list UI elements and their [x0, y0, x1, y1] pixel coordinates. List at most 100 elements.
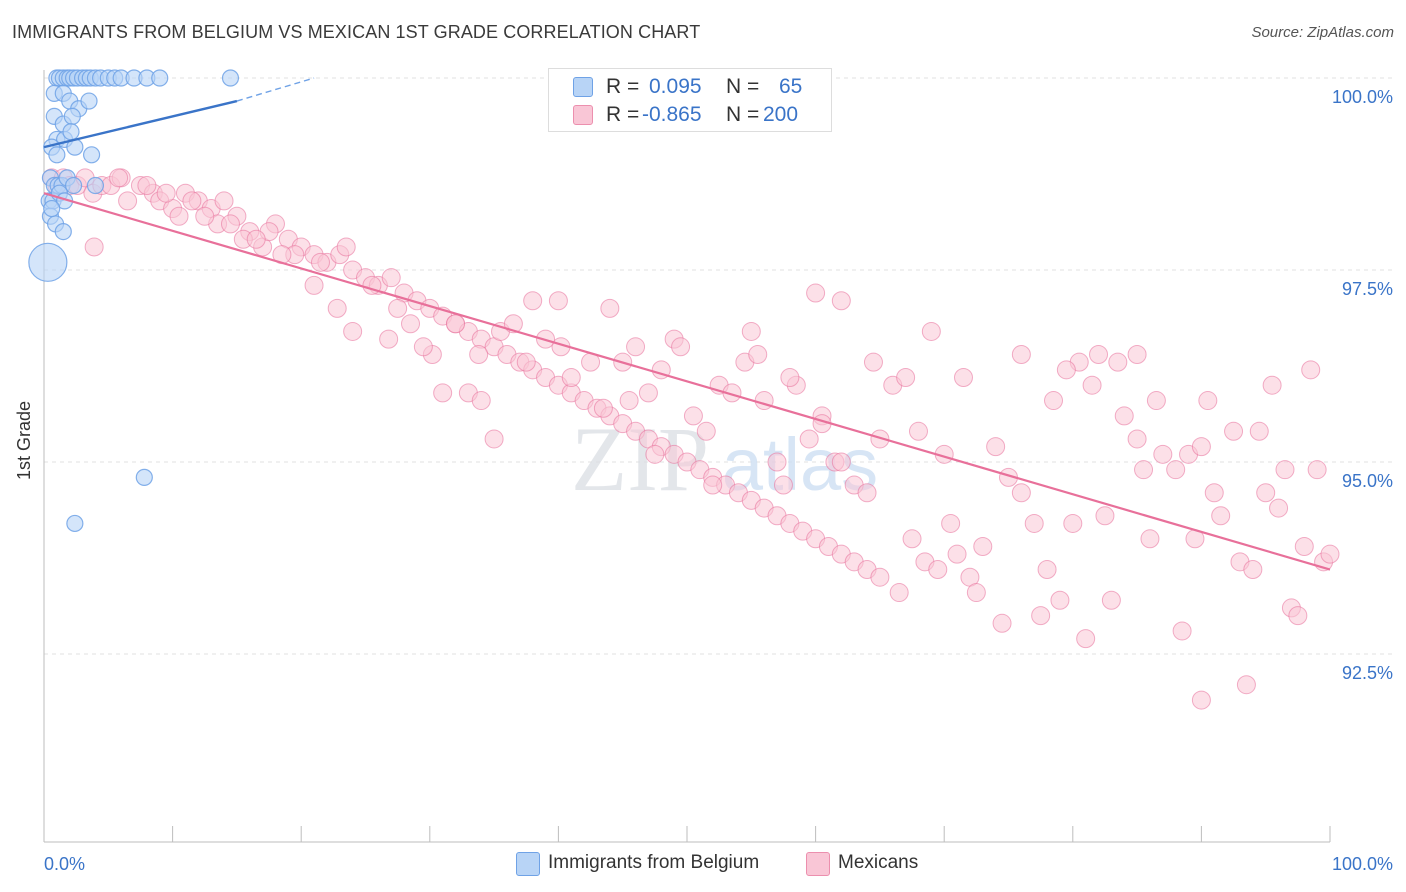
source-label: Source: ZipAtlas.com [1251, 24, 1394, 41]
mexicans-point [857, 483, 877, 503]
mexicans-point [1127, 429, 1147, 449]
belgium-point [80, 92, 98, 110]
legend-row-mexicans: R = -0.865 N = 200 [549, 100, 831, 130]
mexicans-point [1262, 375, 1282, 395]
mexicans-point [799, 429, 819, 449]
mexicans-point [1076, 629, 1096, 649]
y-tick-label: 97.5% [1342, 279, 1393, 299]
legend-swatch-belgium [573, 77, 593, 97]
trend-lines [43, 77, 1331, 571]
bottom-label-belgium: Immigrants from Belgium [548, 852, 760, 873]
mexicans-point [703, 475, 723, 495]
mexicans-point [388, 298, 408, 318]
mexicans-point [471, 391, 491, 411]
mexicans-point [626, 337, 646, 357]
y-tick-label: 92.5% [1342, 663, 1393, 683]
mexicans-point [1191, 690, 1211, 710]
mexicans-point [1108, 352, 1128, 372]
mexicans-point [1166, 460, 1186, 480]
mexicans-point [1146, 391, 1166, 411]
mexicans-point [343, 321, 363, 341]
mexicans-point [992, 613, 1012, 633]
mexicans-point [1153, 444, 1173, 464]
mexicans-point [638, 383, 658, 403]
mexicans-point [118, 191, 138, 211]
mexicans-point [516, 352, 536, 372]
mexicans-point [214, 191, 234, 211]
mexicans-point [619, 391, 639, 411]
mexicans-point [561, 368, 581, 388]
mexicans-point [1301, 360, 1321, 380]
mexicans-series [42, 168, 1340, 710]
mexicans-point [523, 291, 543, 311]
mexicans-point [1127, 344, 1147, 364]
mexicans-point [195, 206, 215, 226]
legend-swatch-mexicans [573, 105, 593, 125]
mexicans-point [1249, 421, 1269, 441]
mexicans-point [741, 321, 761, 341]
mexicans-point [870, 429, 890, 449]
mexicans-point [1101, 590, 1121, 610]
mexicans-point [1294, 536, 1314, 556]
y-tick-label: 100.0% [1332, 87, 1393, 107]
legend-n-label: N = [726, 103, 760, 126]
mexicans-point [831, 452, 851, 472]
mexicans-point [902, 529, 922, 549]
belgium-point [151, 69, 169, 87]
belgium-point [66, 514, 84, 533]
mexicans-point [953, 368, 973, 388]
mexicans-point [671, 337, 691, 357]
legend-r-label: R = [606, 75, 640, 98]
legend-r-value: -0.865 [642, 103, 702, 126]
mexicans-point [773, 475, 793, 495]
mexicans-point [156, 183, 176, 203]
mexicans-point [1191, 437, 1211, 457]
legend-r-label: R = [606, 103, 640, 126]
mexicans-point [1063, 513, 1083, 533]
mexicans-point [645, 444, 665, 464]
legend-n-value: 65 [779, 75, 803, 98]
mexicans-point [1275, 460, 1295, 480]
mexicans-point [401, 314, 421, 334]
mexicans-point [169, 206, 189, 226]
mexicans-point [548, 291, 568, 311]
mexicans-point [327, 298, 347, 318]
mexicans-point [433, 383, 453, 403]
mexicans-point [921, 321, 941, 341]
mexicans-point [381, 268, 401, 288]
belgium-point [135, 468, 153, 486]
mexicans-point [600, 298, 620, 318]
mexicans-point [780, 368, 800, 388]
legend-r-value: 0.095 [649, 75, 702, 98]
mexicans-point [870, 567, 890, 587]
mexicans-point [446, 314, 466, 334]
mexicans-point [304, 275, 324, 295]
mexicans-point [947, 544, 967, 564]
mexicans-point [1288, 606, 1308, 626]
mexicans-point [1024, 513, 1044, 533]
mexicans-point [1011, 483, 1031, 503]
mexicans-point [1031, 606, 1051, 626]
belgium-point [48, 146, 66, 164]
mexicans-point [908, 421, 928, 441]
belgium-point [63, 107, 81, 126]
mexicans-point [336, 237, 356, 257]
y-tick-label: 95.0% [1342, 471, 1393, 491]
mexicans-point [831, 291, 851, 311]
belgium-trend-line [43, 99, 238, 149]
mexicans-point [889, 583, 909, 603]
mexicans-point [1134, 460, 1154, 480]
mexicans-point [683, 406, 703, 426]
mexicans-point [1114, 406, 1134, 426]
mexicans-point [1056, 360, 1076, 380]
mexicans-point [379, 329, 399, 349]
mexicans-point [1269, 498, 1289, 518]
mexicans-point [986, 437, 1006, 457]
x-tick-label: 0.0% [44, 854, 85, 874]
mexicans-point [1082, 375, 1102, 395]
belgium-trend-extension [236, 77, 315, 102]
mexicans-point [966, 583, 986, 603]
mexicans-point [1089, 344, 1109, 364]
mexicans-point [1198, 391, 1218, 411]
